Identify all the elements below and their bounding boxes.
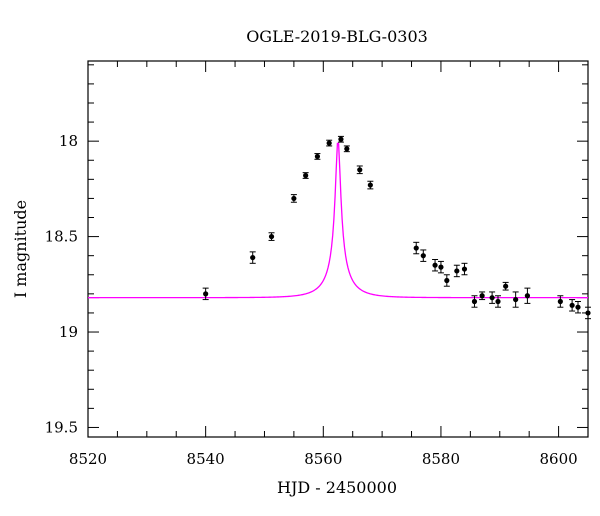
data-point <box>585 310 591 316</box>
data-point <box>344 146 350 152</box>
y-tick-label: 18.5 <box>45 228 78 246</box>
data-point <box>489 295 495 301</box>
data-point <box>454 268 460 274</box>
chart-title: OGLE-2019-BLG-0303 <box>246 27 428 46</box>
x-tick-label: 8600 <box>539 450 577 468</box>
data-point <box>461 266 468 272</box>
data-point <box>367 182 373 188</box>
data-point <box>250 254 256 261</box>
x-tick-label: 8520 <box>69 450 107 468</box>
data-point <box>444 277 450 284</box>
data-point <box>338 136 344 142</box>
x-tick-label: 8580 <box>422 450 460 468</box>
data-point <box>326 140 332 146</box>
data-point <box>503 283 509 289</box>
plot-area: 8520 8540 8560 8580 8600 18 18.5 19 19.5 <box>45 60 591 468</box>
y-tick-label: 18 <box>59 132 78 150</box>
y-tick-label: 19 <box>59 323 78 341</box>
data-point <box>303 172 309 179</box>
model-curve <box>88 142 588 299</box>
data-point <box>575 304 581 310</box>
data-point <box>524 293 531 299</box>
data-point <box>413 245 419 251</box>
data-point <box>291 195 297 202</box>
data-point <box>438 264 444 270</box>
data-point <box>203 291 209 297</box>
data-point <box>557 298 563 305</box>
x-tick-label: 8540 <box>187 450 225 468</box>
data-point <box>420 253 426 259</box>
data-point <box>479 293 485 299</box>
y-tick-label: 19.5 <box>45 418 78 436</box>
data-point <box>268 233 275 240</box>
x-axis-label: HJD - 2450000 <box>277 478 397 497</box>
data-point <box>314 153 321 160</box>
x-tick-label: 8560 <box>304 450 342 468</box>
y-axis-label: I magnitude <box>11 200 30 298</box>
data-point <box>471 298 478 305</box>
data-point <box>513 296 519 303</box>
plot-frame <box>87 60 589 438</box>
data-point <box>432 262 438 268</box>
data-point <box>495 298 501 305</box>
data-point <box>569 302 575 308</box>
data-point <box>357 167 363 173</box>
